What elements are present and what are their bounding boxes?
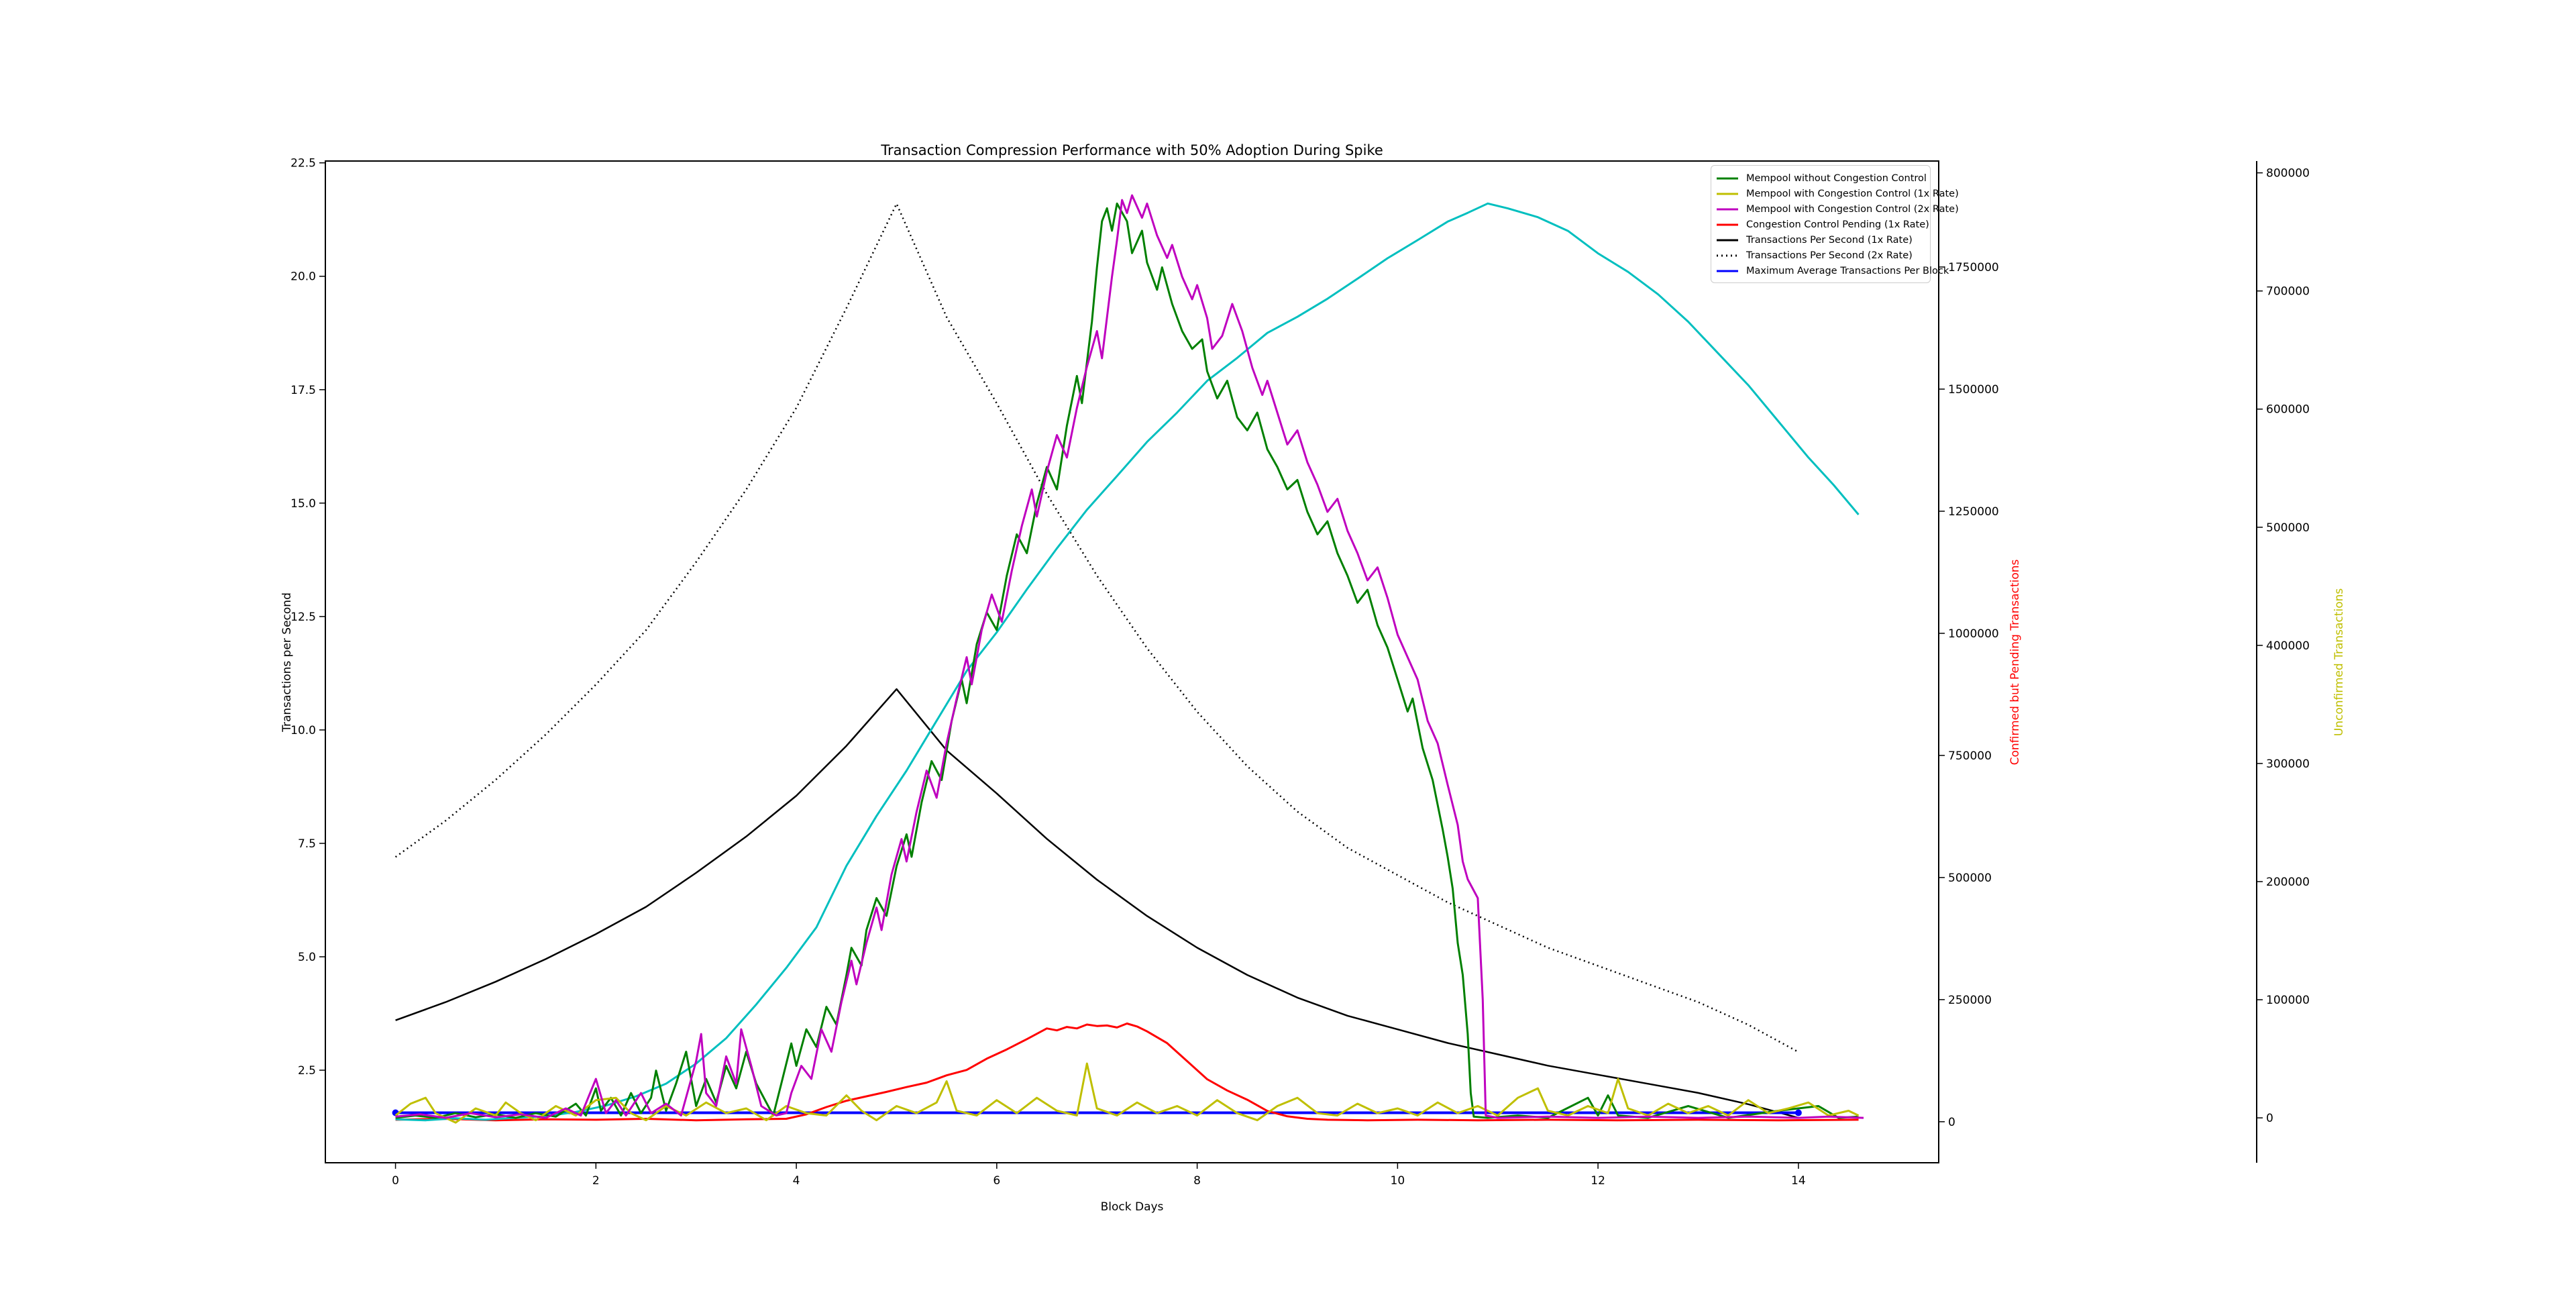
y-left-tick-label: 7.5 <box>298 837 316 851</box>
legend-item: Mempool without Congestion Control <box>1717 170 1927 186</box>
y-axis-label-left: Transactions per Second <box>280 592 294 732</box>
x-tick-label: 10 <box>1391 1174 1405 1188</box>
legend-item: Transactions Per Second (2x Rate) <box>1717 248 1925 263</box>
series-line-mempool-with-cc-1x <box>394 1062 1860 1124</box>
legend-swatch <box>1717 239 1738 241</box>
legend-item: Mempool with Congestion Control (1x Rate… <box>1717 186 1959 201</box>
chart-title: Transaction Compression Performance with… <box>881 142 1383 158</box>
y-right1-tick-label: 0 <box>1948 1116 1955 1129</box>
y-right1-tick-label: 250000 <box>1948 994 1992 1007</box>
y-left-tick-label: 2.5 <box>298 1064 316 1078</box>
y-axis-label-right-pending: Confirmed but Pending Transactions <box>2008 559 2022 766</box>
x-tick-label: 6 <box>993 1174 1000 1188</box>
legend-swatch <box>1717 208 1738 210</box>
legend-label: Transactions Per Second (1x Rate) <box>1746 234 1913 246</box>
y-right2-tick-label: 200000 <box>2266 876 2310 889</box>
x-tick-label: 4 <box>793 1174 800 1188</box>
legend-swatch <box>1717 177 1738 179</box>
legend-label: Mempool without Congestion Control <box>1746 172 1927 184</box>
y-axis-label-right-unconfirmed: Unconfirmed Transactions <box>2332 588 2346 737</box>
x-tick-label: 14 <box>1791 1174 1806 1188</box>
series-line-mempool-with-cc-2x <box>395 194 1864 1119</box>
series-line-congestion-control-pending-1x <box>395 1023 1859 1122</box>
series-line-unlabeled-cyan <box>395 202 1860 1122</box>
y-left-tick-label: 10.0 <box>290 724 316 737</box>
y-right1-tick-label: 750000 <box>1948 749 1992 763</box>
series-endpoint-marker-max-avg-tx-per-block <box>1794 1109 1802 1116</box>
series-line-mempool-without-cc <box>395 202 1859 1119</box>
y-left-tick-label: 22.5 <box>290 157 316 170</box>
y-left-tick-label: 15.0 <box>290 497 316 511</box>
y-left-tick-label: 20.0 <box>290 270 316 284</box>
y-right2-tick-label: 700000 <box>2266 285 2310 299</box>
legend: Mempool without Congestion Control Mempoo… <box>1711 165 1959 283</box>
legend-item: Mempool with Congestion Control (2x Rate… <box>1717 201 1959 217</box>
legend-label: Congestion Control Pending (1x Rate) <box>1746 219 1929 230</box>
y-right1-tick-label: 1000000 <box>1948 627 1999 641</box>
y-right1-tick-label: 1750000 <box>1948 261 1999 274</box>
series-line-tps-1x <box>395 688 1799 1119</box>
legend-swatch <box>1717 254 1738 256</box>
x-tick-label: 8 <box>1193 1174 1201 1188</box>
x-tick-label: 0 <box>392 1174 399 1188</box>
legend-item: Maximum Average Transactions Per Block <box>1717 263 1949 278</box>
legend-label: Mempool with Congestion Control (2x Rate… <box>1746 203 1959 215</box>
legend-item: Transactions Per Second (1x Rate) <box>1717 232 1925 248</box>
legend-swatch <box>1717 270 1738 272</box>
legend-label: Mempool with Congestion Control (1x Rate… <box>1746 188 1959 199</box>
plot-box <box>325 160 1939 1163</box>
y-left-tick-label: 17.5 <box>290 384 316 397</box>
y-right2-tick-label: 100000 <box>2266 994 2310 1007</box>
y-right1-tick-label: 1250000 <box>1948 505 1999 519</box>
y-left-tick-label: 12.5 <box>290 611 316 624</box>
x-axis-label: Block Days <box>1100 1200 1164 1214</box>
y-right2-tick-label: 500000 <box>2266 521 2310 535</box>
x-tick-label: 12 <box>1591 1174 1605 1188</box>
y-right2-tick-label: 400000 <box>2266 639 2310 653</box>
y-right2-tick-label: 0 <box>2266 1112 2273 1125</box>
legend-label: Maximum Average Transactions Per Block <box>1746 265 1949 276</box>
y-right2-tick-label: 800000 <box>2266 167 2310 180</box>
legend-swatch <box>1717 223 1738 225</box>
y-right2-tick-label: 300000 <box>2266 757 2310 771</box>
y-left-tick-label: 5.0 <box>298 951 316 964</box>
y-right1-tick-label: 1500000 <box>1948 383 1999 397</box>
legend-label: Transactions Per Second (2x Rate) <box>1746 250 1913 261</box>
y-right2-tick-label: 600000 <box>2266 403 2310 417</box>
y-right1-tick-label: 500000 <box>1948 872 1992 885</box>
legend-item: Congestion Control Pending (1x Rate) <box>1717 217 1929 232</box>
x-tick-label: 2 <box>592 1174 600 1188</box>
legend-swatch <box>1717 193 1738 195</box>
